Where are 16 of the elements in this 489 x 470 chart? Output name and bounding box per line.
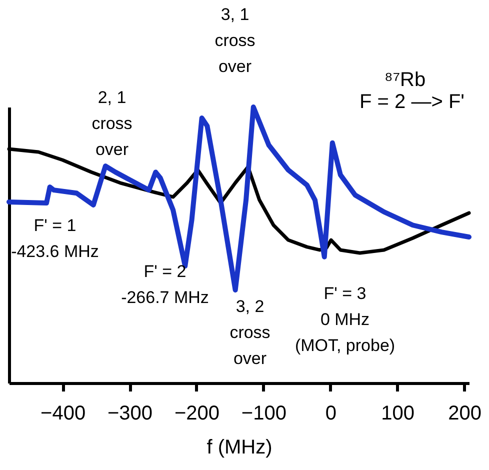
x-tick-label: 200 (448, 402, 482, 424)
annotation: 3, 2 cross over (230, 297, 270, 368)
x-tick-label: −200 (174, 402, 220, 424)
annotation: F' = 1 -423.6 MHz (11, 216, 99, 261)
x-tick-label: −400 (40, 402, 86, 424)
x-tick-label: 100 (381, 402, 415, 424)
x-tick-label: −100 (241, 402, 286, 424)
annotation: F' = 2 -266.7 MHz (121, 262, 209, 307)
x-tick-label: 0 (325, 402, 336, 424)
x-tick-label: −300 (107, 402, 153, 424)
annotation: F = 2 —> F' (360, 91, 464, 113)
annotation: 2, 1 cross over (92, 88, 132, 159)
text: ⁸⁷Rb (384, 69, 426, 91)
x-axis-title: f (MHz) (206, 436, 272, 458)
text: 3, 1 cross over (214, 5, 256, 76)
annotation: F' = 3 0 MHz (MOT, probe) (294, 284, 396, 355)
